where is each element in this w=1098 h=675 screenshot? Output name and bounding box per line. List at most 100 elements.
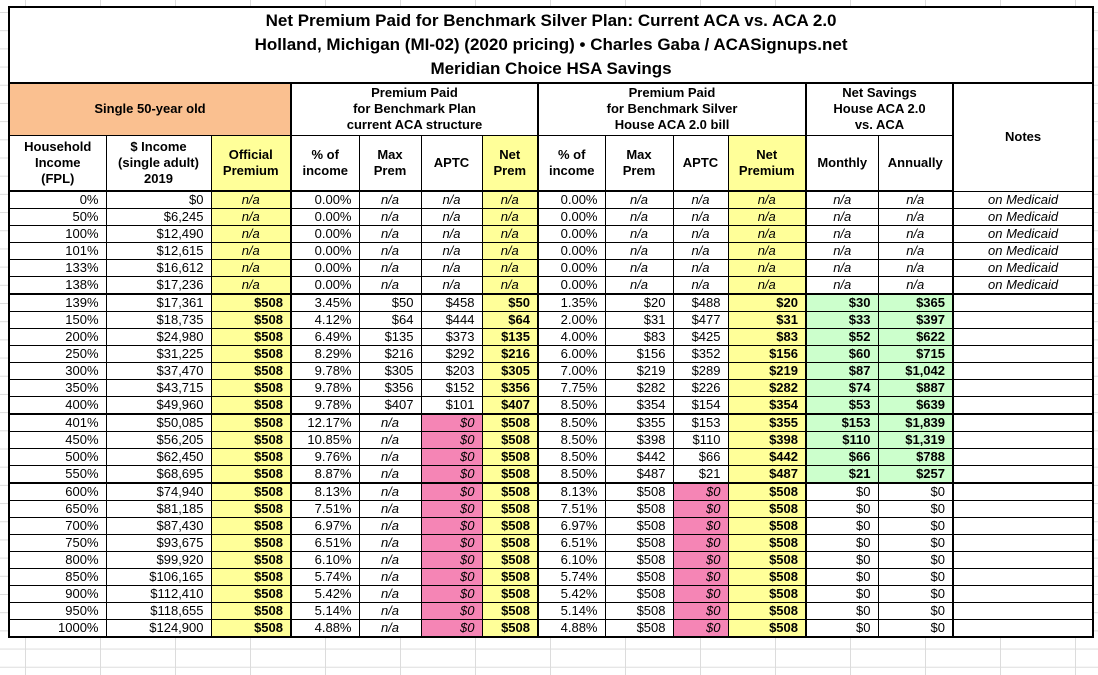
table-row: 101% $12,615 n/a 0.00% n/a n/a n/a 0.00% n/a n/a n…: [8, 242, 1095, 260]
cell: 250%: [8, 345, 107, 363]
cell: n/a: [358, 431, 422, 449]
cell: $508: [210, 534, 292, 552]
aca-group-header: Premium Paid for Benchmark Plan current …: [290, 82, 539, 136]
cell: $373: [420, 328, 483, 346]
cell: 0.00%: [290, 259, 360, 277]
cell: [951, 362, 1095, 380]
col-aca-net-prem: Net Prem: [481, 134, 539, 192]
cell: $0: [877, 517, 954, 535]
cell: n/a: [672, 190, 729, 209]
cell: $0: [420, 431, 483, 449]
cell: $508: [727, 551, 807, 569]
cell: 6.49%: [290, 328, 360, 346]
cell: $355: [604, 413, 674, 432]
cell: $0: [420, 448, 483, 466]
table-row: 133% $16,612 n/a 0.00% n/a n/a n/a 0.00% n/a n/a n…: [8, 259, 1095, 277]
cell: $508: [604, 534, 674, 552]
cell: 0.00%: [290, 242, 360, 260]
cell: n/a: [805, 242, 879, 260]
cell: $282: [604, 379, 674, 397]
col-dollar-income: $ Income (single adult) 2019: [105, 134, 212, 192]
cell: 8.50%: [537, 465, 606, 484]
cell: $508: [727, 585, 807, 603]
cell: $0: [877, 585, 954, 603]
cell: $508: [481, 431, 539, 449]
cell: 200%: [8, 328, 107, 346]
cell: $0: [877, 551, 954, 569]
cell: 9.78%: [290, 379, 360, 397]
cell: 139%: [8, 293, 107, 312]
cell: $1,042: [877, 362, 954, 380]
cell: $83: [727, 328, 807, 346]
cell: $508: [210, 293, 292, 312]
cell: $508: [481, 448, 539, 466]
cell: n/a: [358, 517, 422, 535]
cell: 6.10%: [537, 551, 606, 569]
cell: n/a: [727, 276, 807, 295]
cell: $508: [481, 602, 539, 620]
cell: $0: [420, 568, 483, 586]
cell: 133%: [8, 259, 107, 277]
cell: $508: [210, 448, 292, 466]
cell: $110: [672, 431, 729, 449]
cell: $0: [420, 517, 483, 535]
cell: 6.00%: [537, 345, 606, 363]
cell: 3.45%: [290, 293, 360, 312]
cell: $508: [604, 602, 674, 620]
cell: n/a: [481, 225, 539, 243]
cell: n/a: [358, 602, 422, 620]
cell: $356: [481, 379, 539, 397]
cell: n/a: [672, 225, 729, 243]
cell: $354: [727, 396, 807, 415]
title-line-2: Holland, Michigan (MI-02) (2020 pricing)…: [254, 35, 848, 54]
cell: $508: [481, 500, 539, 518]
cell: 850%: [8, 568, 107, 586]
table-row: 250% $31,225 $508 8.29% $216 $292 $216 6.00% $15…: [8, 345, 1095, 363]
title-line-3: Meridian Choice HSA Savings: [430, 59, 672, 78]
table-row: 139% $17,361 $508 3.45% $50 $458 $50 1.35% $20 $4…: [8, 293, 1095, 312]
cell: n/a: [358, 413, 422, 432]
cell: n/a: [358, 534, 422, 552]
cell: $508: [210, 482, 292, 501]
cell: 8.50%: [537, 413, 606, 432]
cell: $0: [805, 517, 879, 535]
cell: $355: [727, 413, 807, 432]
cell: $135: [358, 328, 422, 346]
cell: 9.78%: [290, 396, 360, 415]
cell: $0: [672, 551, 729, 569]
cell: $21: [672, 465, 729, 484]
cell: $68,695: [105, 465, 212, 484]
cell: [951, 448, 1095, 466]
cell: 950%: [8, 602, 107, 620]
col-aca2-aptc: APTC: [672, 134, 729, 192]
cell: $154: [672, 396, 729, 415]
cell: n/a: [358, 619, 422, 638]
cell: $442: [727, 448, 807, 466]
cell: n/a: [210, 225, 292, 243]
cell: $64: [481, 311, 539, 329]
cell: n/a: [481, 208, 539, 226]
cell: $156: [604, 345, 674, 363]
table-row: 100% $12,490 n/a 0.00% n/a n/a n/a 0.00% n/a n/a n…: [8, 225, 1095, 243]
cell: $508: [481, 413, 539, 432]
cell: $508: [481, 534, 539, 552]
cell: 8.50%: [537, 448, 606, 466]
cell: $81,185: [105, 500, 212, 518]
cell: $508: [604, 551, 674, 569]
cell: $0: [420, 602, 483, 620]
cell: n/a: [420, 208, 483, 226]
cell: $0: [805, 602, 879, 620]
cell: 0.00%: [290, 225, 360, 243]
cell: $508: [210, 345, 292, 363]
cell: 1000%: [8, 619, 107, 638]
cell: $135: [481, 328, 539, 346]
cell: n/a: [672, 208, 729, 226]
table-row: 401% $50,085 $508 12.17% n/a $0 $508 8.50% $355 $…: [8, 413, 1095, 432]
cell: on Medicaid: [951, 225, 1095, 243]
table-row: 50% $6,245 n/a 0.00% n/a n/a n/a 0.00% n/a n/a n/a…: [8, 208, 1095, 226]
cell: $52: [805, 328, 879, 346]
cell: $508: [727, 619, 807, 638]
cell: $0: [420, 413, 483, 432]
cell: $508: [210, 619, 292, 638]
subject-header: Single 50-year old: [8, 82, 292, 136]
